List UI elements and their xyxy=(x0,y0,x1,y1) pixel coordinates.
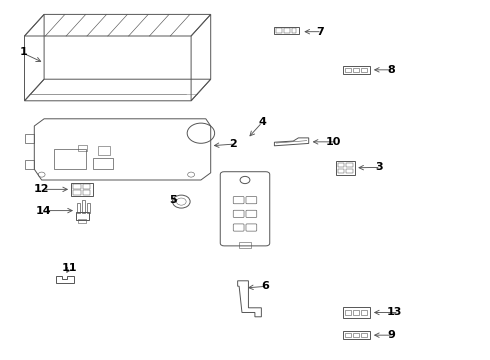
Text: 14: 14 xyxy=(36,206,51,216)
Bar xyxy=(54,149,86,169)
Bar xyxy=(77,203,80,213)
Text: 5: 5 xyxy=(169,195,177,205)
Text: 1: 1 xyxy=(19,47,27,57)
Bar xyxy=(345,68,351,72)
Bar xyxy=(338,168,344,173)
Bar xyxy=(345,310,351,315)
Bar xyxy=(82,200,85,213)
Bar xyxy=(338,163,344,167)
Bar xyxy=(239,242,251,248)
Bar xyxy=(82,190,90,195)
Text: 7: 7 xyxy=(316,27,324,37)
Bar xyxy=(361,333,368,337)
Text: 4: 4 xyxy=(258,117,266,127)
Bar xyxy=(353,68,359,72)
Bar xyxy=(76,212,89,220)
Bar xyxy=(345,333,351,337)
Bar xyxy=(82,184,90,189)
Bar xyxy=(284,28,290,33)
Bar xyxy=(73,184,81,189)
Bar xyxy=(93,158,113,169)
Text: 3: 3 xyxy=(375,162,383,172)
Text: 12: 12 xyxy=(33,184,49,194)
Bar xyxy=(353,333,359,337)
Bar xyxy=(98,146,110,155)
Bar xyxy=(346,168,352,173)
Text: 6: 6 xyxy=(262,281,270,291)
Bar xyxy=(353,310,359,315)
Bar xyxy=(361,310,368,315)
Text: 13: 13 xyxy=(387,307,402,318)
Text: 2: 2 xyxy=(229,139,237,149)
Text: 11: 11 xyxy=(62,263,77,273)
Bar xyxy=(292,28,296,33)
Bar xyxy=(73,190,81,195)
Bar xyxy=(87,203,90,213)
Bar xyxy=(276,28,282,33)
Bar xyxy=(361,68,368,72)
Text: 8: 8 xyxy=(387,65,395,75)
Bar xyxy=(346,163,352,167)
Text: 9: 9 xyxy=(387,330,395,340)
Text: 10: 10 xyxy=(326,137,341,147)
Bar xyxy=(274,27,299,34)
Bar xyxy=(78,219,86,223)
Bar xyxy=(78,145,87,151)
